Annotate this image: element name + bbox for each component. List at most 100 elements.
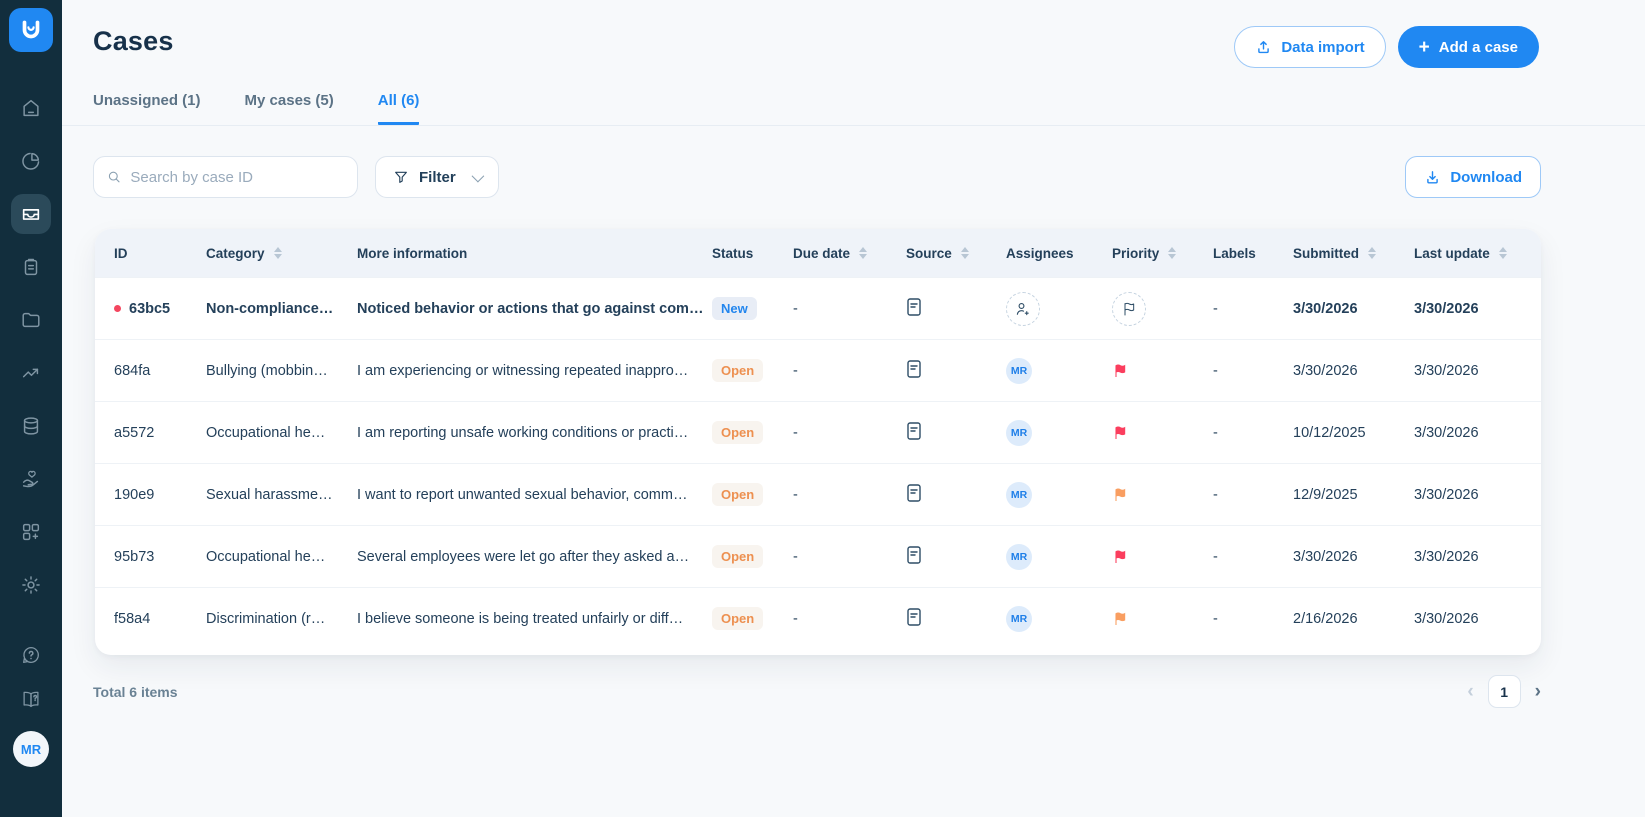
- person-plus-icon: [1016, 302, 1029, 315]
- col-header-labels: Labels: [1213, 245, 1256, 261]
- sidebar-item-tasks[interactable]: [11, 247, 51, 287]
- help-chat-icon: [23, 647, 39, 663]
- assignee-avatar[interactable]: MR: [1006, 357, 1032, 384]
- inbox-cases-icon: [22, 209, 40, 220]
- sort-icon[interactable]: [859, 247, 868, 259]
- search-input[interactable]: [130, 168, 344, 186]
- case-due-date: -: [793, 362, 798, 379]
- priority-flag-red-icon[interactable]: [1112, 549, 1213, 565]
- case-id: f58a4: [114, 610, 151, 627]
- assignee-avatar[interactable]: MR: [1006, 543, 1032, 570]
- priority-flag-orange-icon[interactable]: [1112, 611, 1213, 627]
- add-case-button[interactable]: + Add a case: [1397, 26, 1539, 68]
- col-header-status: Status: [712, 245, 754, 261]
- flag-outline-icon: [1124, 302, 1135, 315]
- sidebar-item-analytics[interactable]: [11, 141, 51, 181]
- tab-unassigned[interactable]: Unassigned (1): [93, 92, 201, 109]
- table-row[interactable]: 190e9 Sexual harassme… I want to report …: [95, 463, 1541, 525]
- tab-my-cases[interactable]: My cases (5): [244, 92, 334, 109]
- folder-icon: [22, 312, 40, 328]
- sidebar-item-wellbeing[interactable]: [11, 459, 51, 499]
- priority-flag-red-icon[interactable]: [1112, 363, 1213, 379]
- sort-icon[interactable]: [1168, 247, 1177, 259]
- filter-funnel-icon: [395, 171, 407, 183]
- upload-icon: [1258, 40, 1270, 53]
- case-more-information: I am reporting unsafe working conditions…: [357, 424, 689, 441]
- tab-all[interactable]: All (6): [377, 92, 420, 125]
- col-header-id: ID: [114, 245, 128, 261]
- next-page-button[interactable]: ›: [1534, 681, 1541, 702]
- case-id: 684fa: [114, 362, 151, 379]
- assignee-avatar[interactable]: MR: [1006, 605, 1032, 632]
- col-header-submitted[interactable]: Submitted: [1293, 246, 1414, 261]
- current-page-button[interactable]: 1: [1487, 675, 1521, 708]
- source-form-icon: [906, 545, 1006, 569]
- case-due-date: -: [793, 548, 798, 565]
- data-import-label: Data import: [1281, 38, 1365, 56]
- sidebar: MR: [0, 0, 62, 817]
- sidebar-item-guide[interactable]: [11, 679, 51, 719]
- sidebar-item-files[interactable]: [11, 300, 51, 340]
- case-submitted: 10/12/2025: [1293, 424, 1366, 441]
- sort-icon[interactable]: [1368, 247, 1376, 259]
- download-label: Download: [1450, 168, 1522, 186]
- sort-icon[interactable]: [273, 247, 282, 259]
- col-header-due-date[interactable]: Due date: [793, 246, 906, 261]
- status-badge: New: [712, 297, 757, 320]
- case-category: Discrimination (r…: [206, 610, 326, 627]
- case-last-update: 3/30/2026: [1414, 548, 1479, 565]
- status-badge: Open: [712, 421, 764, 444]
- priority-flag-red-icon[interactable]: [1112, 425, 1213, 441]
- sidebar-item-help[interactable]: [11, 635, 51, 675]
- assignee-avatar[interactable]: MR: [1006, 419, 1032, 446]
- priority-flag-orange-icon[interactable]: [1112, 487, 1213, 503]
- table-row[interactable]: a5572 Occupational he… I am reporting un…: [95, 401, 1541, 463]
- sidebar-item-integrations[interactable]: [11, 512, 51, 552]
- previous-page-button[interactable]: ‹: [1467, 681, 1474, 702]
- case-labels: -: [1213, 610, 1218, 627]
- download-button[interactable]: Download: [1405, 156, 1541, 198]
- table-row[interactable]: 684fa Bullying (mobbin… I am experiencin…: [95, 339, 1541, 401]
- sidebar-item-home[interactable]: [11, 88, 51, 128]
- sidebar-item-data[interactable]: [11, 406, 51, 446]
- sort-icon[interactable]: [1498, 247, 1507, 259]
- set-priority-button[interactable]: [1112, 291, 1146, 326]
- status-badge: Open: [712, 483, 764, 506]
- search-icon: [108, 171, 120, 183]
- case-more-information: I am experiencing or witnessing repeated…: [357, 362, 689, 379]
- apps-plus-icon: [22, 523, 40, 541]
- case-id: 95b73: [114, 548, 155, 565]
- sidebar-item-escalations[interactable]: [11, 353, 51, 393]
- filter-button[interactable]: Filter: [375, 156, 499, 198]
- source-form-icon: [906, 607, 1006, 631]
- case-more-information: Noticed behavior or actions that go agai…: [357, 300, 704, 317]
- case-due-date: -: [793, 486, 798, 503]
- case-submitted: 3/30/2026: [1293, 548, 1358, 565]
- table-row[interactable]: 63bc5 Non-compliance… Noticed behavior o…: [95, 277, 1541, 339]
- col-header-last-update[interactable]: Last update: [1414, 246, 1541, 261]
- table-row[interactable]: 95b73 Occupational he… Several employees…: [95, 525, 1541, 587]
- case-more-information: Several employees were let go after they…: [357, 548, 690, 565]
- col-header-priority[interactable]: Priority: [1112, 246, 1213, 261]
- sort-icon[interactable]: [960, 247, 969, 259]
- assignee-avatar[interactable]: MR: [1006, 481, 1032, 508]
- assign-user-button[interactable]: [1006, 291, 1040, 326]
- source-form-icon: [906, 421, 1006, 445]
- sidebar-item-cases[interactable]: [11, 194, 51, 234]
- data-import-button[interactable]: Data import: [1234, 26, 1386, 68]
- case-labels: -: [1213, 424, 1218, 441]
- col-header-category[interactable]: Category: [206, 246, 357, 261]
- table-row[interactable]: f58a4 Discrimination (r… I believe someo…: [95, 587, 1541, 649]
- table-footer: Total 6 items ‹ 1 ›: [62, 655, 1645, 708]
- case-submitted: 3/30/2026: [1293, 362, 1358, 379]
- main-content: Cases Data import + Add a case Unassigne…: [62, 0, 1645, 817]
- case-due-date: -: [793, 424, 798, 441]
- case-category: Non-compliance…: [206, 300, 334, 317]
- case-labels: -: [1213, 486, 1218, 503]
- col-header-source[interactable]: Source: [906, 246, 1006, 261]
- case-labels: -: [1213, 548, 1218, 565]
- app-logo[interactable]: [9, 8, 53, 52]
- search-box[interactable]: [93, 156, 358, 198]
- sidebar-item-settings[interactable]: [11, 565, 51, 605]
- user-avatar[interactable]: MR: [13, 731, 49, 767]
